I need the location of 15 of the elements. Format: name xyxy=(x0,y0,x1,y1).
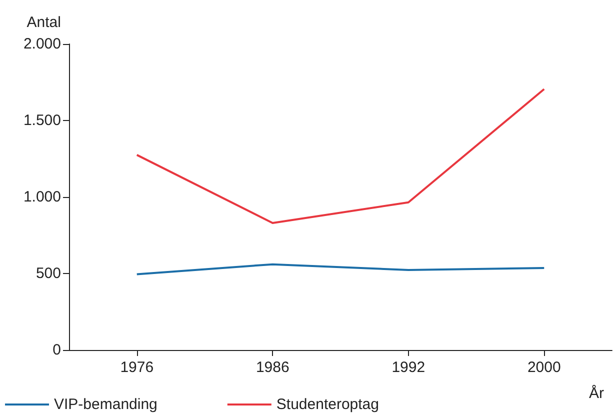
y-tick-label: 2.000 xyxy=(23,36,61,52)
y-tick-label: 500 xyxy=(36,265,61,282)
x-tick-label: 1976 xyxy=(120,359,154,376)
legend-label: VIP-bemanding xyxy=(54,396,158,413)
legend-label: Studenteroptag xyxy=(276,396,379,413)
y-tick-label: 1.500 xyxy=(23,112,61,129)
line-series xyxy=(136,88,546,224)
y-axis-title: Antal xyxy=(26,14,61,31)
x-tick-label: 2000 xyxy=(527,359,561,376)
x-tick-label: 1986 xyxy=(256,359,290,376)
x-axis-title: År xyxy=(589,384,604,402)
y-tick-label: 0 xyxy=(52,342,61,358)
x-tick-label: 1992 xyxy=(392,359,426,376)
y-tick-label: 1.000 xyxy=(23,188,61,206)
line-series xyxy=(136,263,546,276)
